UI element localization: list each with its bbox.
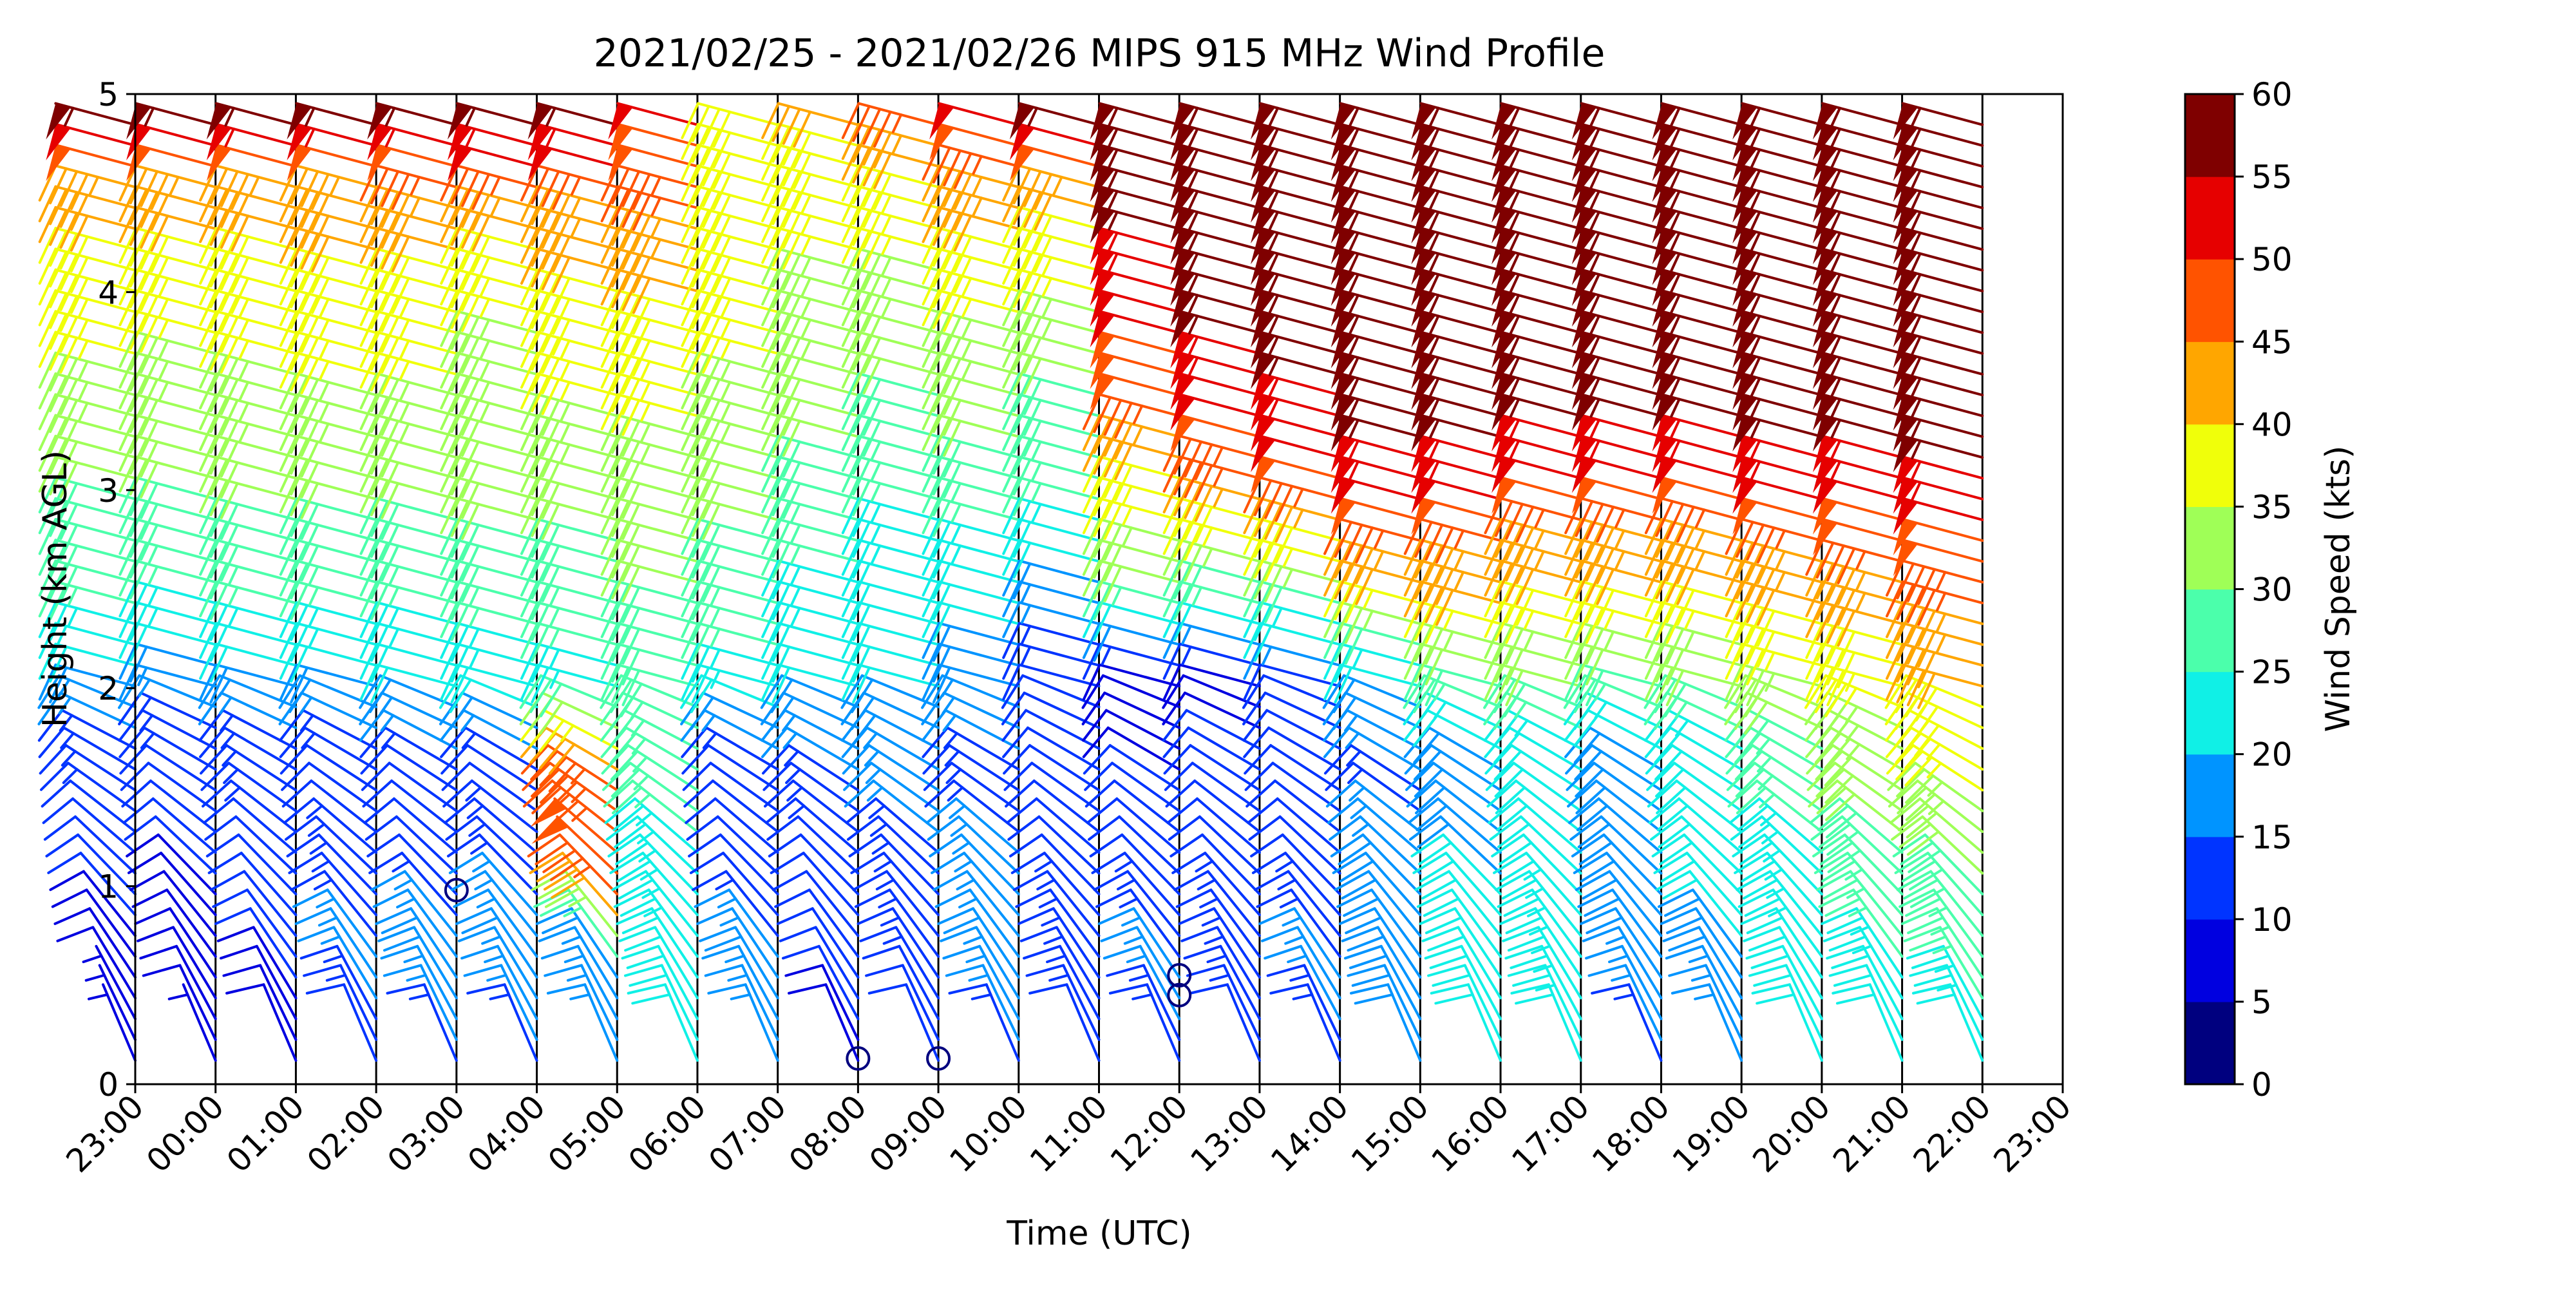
barb-full [48,853,80,873]
barb-staff [103,984,135,1060]
wind-barb [40,728,135,769]
barb-half [79,341,87,358]
plot-area [39,94,2063,1084]
barb-half [79,320,87,337]
barb-half [90,177,98,195]
barb-half [79,299,87,316]
barb-staff [93,927,135,998]
barb-half [84,956,102,962]
barb-staff [100,965,135,1039]
barb-half [79,403,87,421]
barb-half [79,361,87,379]
wind-barb [41,745,135,790]
barb-staff [90,908,135,977]
barb-full [45,817,75,839]
barb-full [55,908,90,924]
barb-full [46,835,78,856]
barb-full [57,927,93,941]
barb-half [86,975,104,980]
barb-staff [96,946,135,1019]
barb-full [53,890,87,906]
barb-half [89,995,108,999]
wind-barb [41,763,135,810]
barb-half [79,382,87,399]
chart-title: 2021/02/25 - 2021/02/26 MIPS 915 MHz Win… [594,31,1605,76]
wind-barb [57,927,135,998]
barb-full [50,872,83,890]
